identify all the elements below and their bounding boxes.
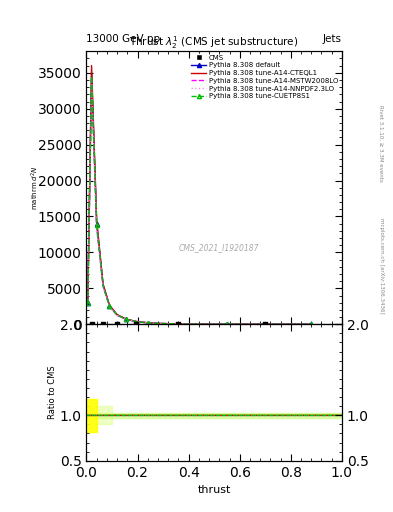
Line: Pythia 8.308 default: Pythia 8.308 default — [86, 71, 313, 326]
Text: mcplots.cern.ch [arXiv:1306.3436]: mcplots.cern.ch [arXiv:1306.3436] — [379, 219, 384, 314]
Pythia 8.308 tune-A14-MSTW2008LO — [160, 321, 164, 327]
Pythia 8.308 tune-A14-NNPDF2.3LO — [134, 318, 139, 325]
X-axis label: thrust: thrust — [198, 485, 231, 495]
Pythia 8.308 default — [94, 221, 99, 227]
Line: Pythia 8.308 tune-A14-MSTW2008LO: Pythia 8.308 tune-A14-MSTW2008LO — [88, 80, 311, 324]
Pythia 8.308 tune-A14-CTEQL1 — [196, 321, 201, 327]
Pythia 8.308 tune-A14-NNPDF2.3LO — [94, 226, 99, 232]
Pythia 8.308 default — [196, 321, 201, 327]
Pythia 8.308 tune-CUETP8S1 — [176, 321, 181, 327]
CMS — [114, 320, 120, 328]
Pythia 8.308 tune-A14-NNPDF2.3LO — [124, 316, 129, 323]
Pythia 8.308 tune-CUETP8S1 — [145, 320, 150, 326]
Pythia 8.308 tune-A14-MSTW2008LO — [124, 316, 129, 323]
Pythia 8.308 tune-A14-MSTW2008LO — [94, 224, 99, 230]
Pythia 8.308 default — [176, 321, 181, 327]
Pythia 8.308 default — [160, 321, 164, 327]
Pythia 8.308 tune-A14-NNPDF2.3LO — [176, 321, 181, 327]
Text: Jets: Jets — [323, 33, 342, 44]
Pythia 8.308 tune-CUETP8S1 — [94, 222, 99, 228]
Legend: CMS, Pythia 8.308 default, Pythia 8.308 tune-A14-CTEQL1, Pythia 8.308 tune-A14-M: CMS, Pythia 8.308 default, Pythia 8.308 … — [189, 53, 340, 101]
Pythia 8.308 tune-A14-MSTW2008LO — [145, 320, 150, 326]
Pythia 8.308 tune-A14-MSTW2008LO — [196, 321, 201, 327]
Pythia 8.308 default — [89, 70, 94, 76]
Title: Thrust $\lambda_2^1$ (CMS jet substructure): Thrust $\lambda_2^1$ (CMS jet substructu… — [129, 34, 299, 51]
Pythia 8.308 tune-CUETP8S1 — [101, 283, 105, 289]
Pythia 8.308 tune-A14-CTEQL1 — [160, 321, 164, 327]
Pythia 8.308 tune-A14-MSTW2008LO — [115, 312, 119, 318]
Pythia 8.308 tune-CUETP8S1 — [107, 303, 112, 309]
Pythia 8.308 tune-A14-MSTW2008LO — [176, 321, 181, 327]
Y-axis label: Ratio to CMS: Ratio to CMS — [48, 366, 57, 419]
Line: Pythia 8.308 tune-A14-NNPDF2.3LO: Pythia 8.308 tune-A14-NNPDF2.3LO — [88, 83, 311, 324]
Pythia 8.308 tune-A14-NNPDF2.3LO — [107, 304, 112, 310]
Pythia 8.308 tune-A14-NNPDF2.3LO — [196, 321, 201, 327]
Pythia 8.308 tune-A14-CTEQL1 — [176, 321, 181, 327]
Pythia 8.308 tune-CUETP8S1 — [196, 321, 201, 327]
Text: CMS_2021_I1920187: CMS_2021_I1920187 — [179, 243, 259, 252]
Pythia 8.308 tune-A14-CTEQL1 — [115, 311, 119, 317]
Pythia 8.308 default — [225, 321, 230, 327]
Pythia 8.308 tune-CUETP8S1 — [309, 321, 314, 327]
Pythia 8.308 tune-A14-CTEQL1 — [107, 302, 112, 308]
Pythia 8.308 tune-A14-CTEQL1 — [263, 321, 268, 327]
Pythia 8.308 tune-A14-MSTW2008LO — [85, 301, 90, 307]
Pythia 8.308 tune-A14-CTEQL1 — [94, 217, 99, 223]
Pythia 8.308 default — [107, 303, 112, 309]
CMS — [88, 320, 95, 328]
Pythia 8.308 tune-CUETP8S1 — [263, 321, 268, 327]
Pythia 8.308 tune-A14-MSTW2008LO — [263, 321, 268, 327]
Pythia 8.308 tune-CUETP8S1 — [160, 321, 164, 327]
Pythia 8.308 default — [309, 321, 314, 327]
CMS — [175, 320, 182, 328]
Pythia 8.308 tune-A14-NNPDF2.3LO — [225, 321, 230, 327]
Pythia 8.308 tune-A14-CTEQL1 — [134, 318, 139, 325]
Pythia 8.308 tune-A14-CTEQL1 — [124, 316, 129, 322]
Pythia 8.308 tune-A14-NNPDF2.3LO — [160, 321, 164, 327]
Pythia 8.308 tune-A14-NNPDF2.3LO — [101, 284, 105, 290]
Pythia 8.308 tune-CUETP8S1 — [124, 316, 129, 323]
Text: $\mathrm{mathrm}\,d^2N$: $\mathrm{mathrm}\,d^2N$ — [30, 165, 41, 210]
Pythia 8.308 tune-A14-MSTW2008LO — [89, 77, 94, 83]
Pythia 8.308 tune-A14-NNPDF2.3LO — [89, 80, 94, 87]
Pythia 8.308 tune-A14-MSTW2008LO — [134, 318, 139, 325]
CMS — [133, 320, 140, 328]
Pythia 8.308 default — [85, 300, 90, 306]
CMS — [100, 320, 106, 328]
Pythia 8.308 tune-A14-MSTW2008LO — [107, 303, 112, 309]
Pythia 8.308 tune-A14-MSTW2008LO — [225, 321, 230, 327]
Text: Rivet 3.1.10, ≥ 3.3M events: Rivet 3.1.10, ≥ 3.3M events — [379, 105, 384, 182]
Pythia 8.308 tune-A14-CTEQL1 — [85, 299, 90, 305]
Pythia 8.308 tune-A14-CTEQL1 — [101, 281, 105, 287]
Pythia 8.308 tune-A14-NNPDF2.3LO — [145, 320, 150, 326]
Pythia 8.308 tune-A14-MSTW2008LO — [101, 283, 105, 289]
Pythia 8.308 tune-CUETP8S1 — [85, 300, 90, 306]
Pythia 8.308 tune-CUETP8S1 — [134, 318, 139, 325]
Pythia 8.308 tune-A14-CTEQL1 — [225, 321, 230, 327]
Pythia 8.308 tune-A14-NNPDF2.3LO — [263, 321, 268, 327]
CMS — [262, 320, 268, 328]
Pythia 8.308 default — [145, 320, 150, 326]
Pythia 8.308 tune-CUETP8S1 — [225, 321, 230, 327]
Pythia 8.308 default — [263, 321, 268, 327]
Line: Pythia 8.308 tune-A14-CTEQL1: Pythia 8.308 tune-A14-CTEQL1 — [88, 66, 311, 324]
Pythia 8.308 default — [124, 316, 129, 323]
Pythia 8.308 tune-CUETP8S1 — [115, 312, 119, 318]
Pythia 8.308 tune-CUETP8S1 — [89, 73, 94, 79]
Pythia 8.308 tune-A14-MSTW2008LO — [309, 321, 314, 327]
Pythia 8.308 tune-A14-NNPDF2.3LO — [309, 321, 314, 327]
Pythia 8.308 tune-A14-NNPDF2.3LO — [115, 312, 119, 318]
Pythia 8.308 tune-A14-CTEQL1 — [145, 319, 150, 326]
Pythia 8.308 default — [115, 312, 119, 318]
Line: Pythia 8.308 tune-CUETP8S1: Pythia 8.308 tune-CUETP8S1 — [86, 74, 313, 326]
Pythia 8.308 tune-A14-NNPDF2.3LO — [85, 301, 90, 307]
Pythia 8.308 tune-A14-CTEQL1 — [309, 321, 314, 327]
Text: 13000 GeV pp: 13000 GeV pp — [86, 33, 161, 44]
Pythia 8.308 tune-A14-CTEQL1 — [89, 62, 94, 69]
Pythia 8.308 default — [134, 318, 139, 325]
Pythia 8.308 default — [101, 282, 105, 288]
